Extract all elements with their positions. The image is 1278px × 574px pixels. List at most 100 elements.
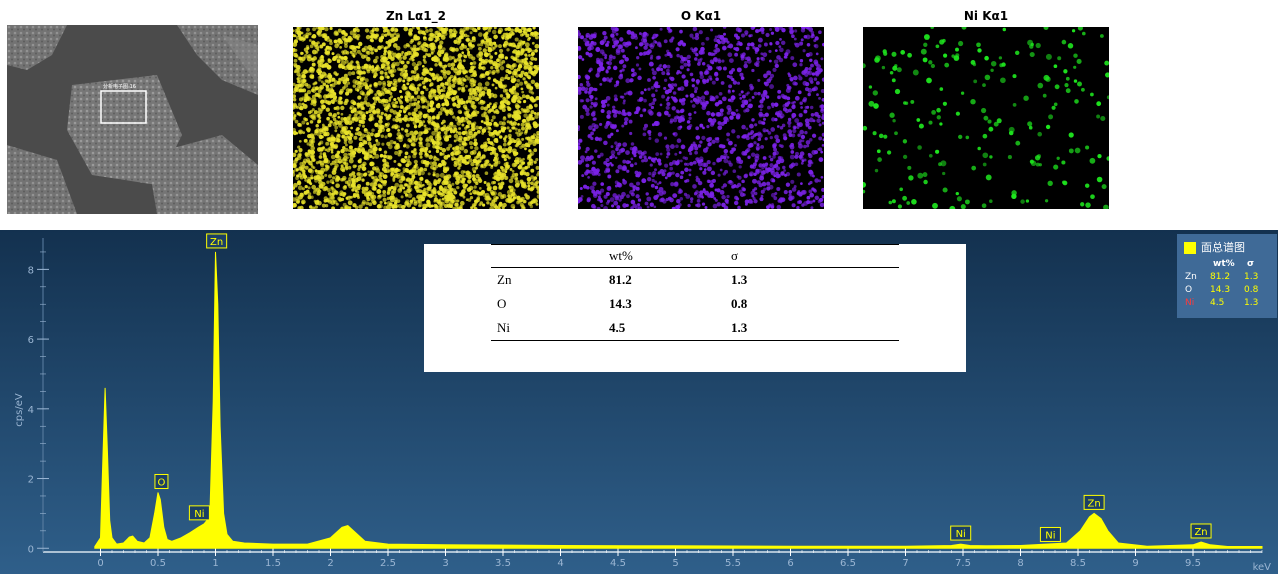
map-dot (328, 119, 333, 124)
map-dot (750, 85, 755, 90)
map-dot (529, 138, 533, 142)
map-dot (400, 195, 404, 199)
map-dot (528, 104, 533, 108)
map-dot (452, 28, 457, 33)
map-dot (491, 69, 496, 74)
map-dot (470, 112, 476, 118)
map-dot (1028, 125, 1033, 130)
map-dot (722, 172, 727, 176)
map-dot (501, 107, 506, 113)
map-dot (511, 63, 516, 68)
map-dot (808, 117, 814, 123)
map-dot (443, 130, 448, 135)
map-dot (414, 186, 417, 189)
map-dot (1037, 131, 1043, 137)
map-dot (771, 117, 776, 122)
map-dot (382, 193, 387, 198)
map-dot (610, 77, 613, 81)
map-dot (429, 135, 434, 140)
map-dot (344, 83, 349, 88)
map-dot (592, 181, 597, 186)
map-dot (384, 201, 387, 205)
map-dot (760, 93, 766, 99)
map-dot (798, 143, 803, 149)
map-dot (306, 90, 312, 95)
map-dot (622, 203, 627, 208)
map-dot (293, 202, 297, 208)
map-dot (293, 62, 298, 67)
map-dot (594, 136, 600, 141)
map-dot (580, 195, 584, 198)
map-dot (801, 159, 805, 163)
map-dot (352, 47, 357, 53)
map-dot (689, 161, 694, 166)
map-dot (771, 202, 774, 206)
map-dot (372, 102, 376, 106)
map-dot (475, 173, 480, 179)
map-dot (441, 152, 445, 156)
map-dot (494, 65, 499, 70)
map-dot (580, 86, 586, 91)
map-dot (427, 53, 432, 58)
map-dot (656, 182, 660, 186)
map-dot (319, 99, 325, 105)
map-dot (593, 124, 599, 130)
map-dot (791, 203, 796, 208)
map-dot (486, 147, 491, 151)
map-dot (531, 41, 535, 45)
map-title-ni: Ni Kα1 (963, 9, 1009, 23)
map-dot (432, 144, 436, 149)
map-dot (989, 199, 993, 203)
map-dot (295, 176, 299, 181)
map-dot (1027, 39, 1034, 46)
map-dot (356, 37, 360, 41)
map-dot (459, 146, 465, 151)
map-dot (811, 72, 815, 76)
map-dot (395, 167, 399, 171)
map-dot (418, 189, 423, 194)
map-dot (469, 192, 473, 196)
map-dot (440, 82, 445, 87)
map-dot (655, 152, 660, 156)
map-dot (501, 36, 505, 40)
map-dot (491, 150, 495, 154)
map-dot (312, 190, 317, 194)
map-dot (311, 40, 316, 45)
map-dot (302, 158, 308, 164)
map-dot (385, 116, 390, 121)
map-dot (705, 36, 710, 41)
map-dot (497, 182, 501, 186)
map-dot (820, 175, 824, 179)
map-dot (433, 199, 437, 203)
map-dot (794, 162, 799, 167)
map-dot (359, 163, 365, 169)
map-dot (530, 134, 535, 140)
map-dot (502, 194, 507, 199)
map-dot (607, 199, 611, 203)
map-dot (343, 117, 347, 121)
map-dot (719, 112, 724, 117)
map-dot (293, 152, 297, 158)
map-dot (523, 199, 527, 204)
map-dot (424, 48, 429, 53)
map-dot (599, 40, 605, 46)
map-dot (643, 51, 648, 56)
map-dot (467, 179, 472, 184)
map-dot (734, 143, 737, 147)
map-dot (663, 169, 667, 173)
map-dot (535, 158, 539, 162)
map-dot (663, 78, 668, 82)
map-dot (373, 143, 377, 148)
map-dot (932, 202, 938, 209)
map-dot (534, 82, 539, 88)
map-dot (416, 86, 420, 90)
map-dot (348, 145, 353, 150)
map-dot (630, 157, 634, 161)
x-tick-label: 4.5 (610, 558, 626, 569)
map-dot (444, 109, 450, 114)
map-dot (730, 95, 736, 101)
map-dot (801, 99, 805, 103)
map-dot (460, 116, 465, 121)
map-dot (821, 132, 824, 137)
map-dot (405, 132, 410, 138)
